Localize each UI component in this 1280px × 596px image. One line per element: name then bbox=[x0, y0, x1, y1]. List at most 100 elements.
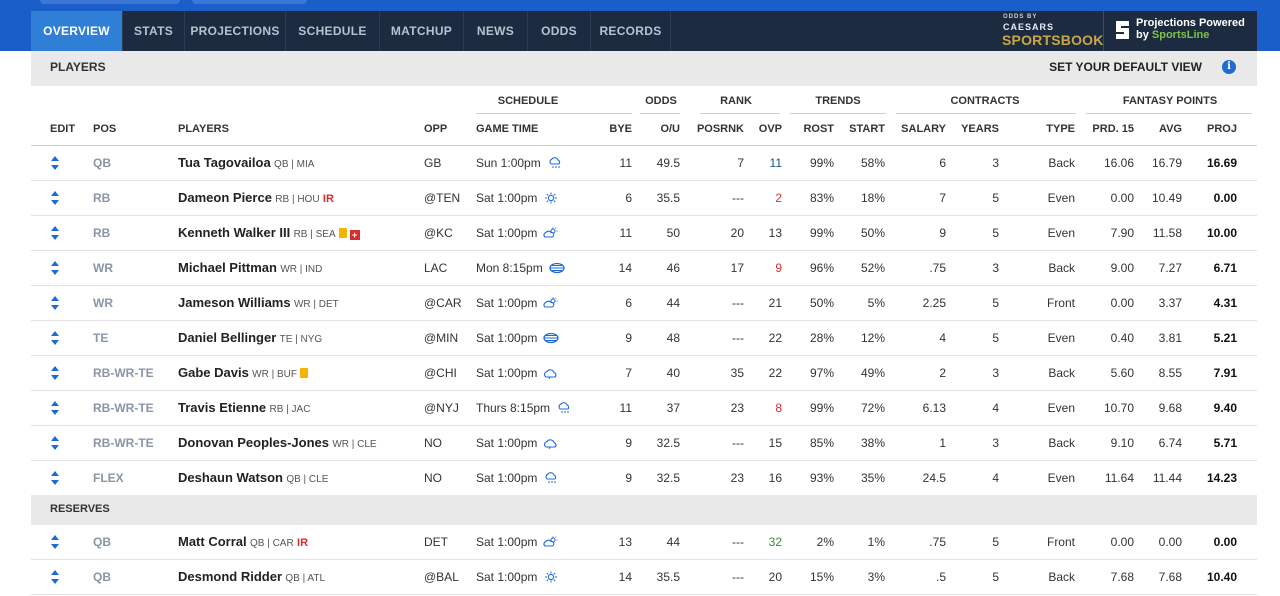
tab-matchup[interactable]: MATCHUP bbox=[380, 11, 464, 51]
sportsline-projections-badge[interactable]: Projections Powered by SportsLine bbox=[1103, 11, 1257, 51]
player-row[interactable]: TE Daniel Bellinger TE | NYG @MIN Sat 1:00p… bbox=[31, 321, 1257, 356]
news-note-icon[interactable] bbox=[338, 228, 347, 238]
player-bye: 9 bbox=[625, 331, 632, 345]
col-ou[interactable]: O/U bbox=[660, 123, 680, 135]
move-arrows-icon[interactable] bbox=[50, 534, 60, 550]
col-years[interactable]: YEARS bbox=[961, 123, 999, 135]
player-pos[interactable]: QB bbox=[93, 535, 111, 549]
cloud-icon[interactable] bbox=[537, 366, 559, 380]
player-name-link[interactable]: Donovan Peoples-Jones bbox=[178, 435, 329, 450]
tab-projections[interactable]: PROJECTIONS bbox=[185, 11, 286, 51]
move-arrows-icon[interactable] bbox=[50, 435, 60, 451]
player-name-link[interactable]: Travis Etienne bbox=[178, 400, 267, 415]
col-pos[interactable]: POS bbox=[93, 123, 117, 135]
player-posrnk: --- bbox=[732, 331, 744, 345]
sun-icon[interactable] bbox=[537, 191, 559, 205]
player-pos[interactable]: QB bbox=[93, 156, 111, 170]
col-ovp[interactable]: OVP bbox=[758, 123, 782, 135]
partly-cloudy-icon[interactable] bbox=[537, 296, 559, 310]
partly-cloudy-icon[interactable] bbox=[537, 226, 559, 240]
col-rost[interactable]: ROST bbox=[803, 123, 834, 135]
player-pos[interactable]: WR bbox=[93, 296, 113, 310]
cloud-icon[interactable] bbox=[537, 436, 559, 450]
partly-cloudy-icon[interactable] bbox=[537, 535, 559, 549]
rain-icon[interactable] bbox=[537, 471, 559, 485]
col-proj[interactable]: PROJ bbox=[1207, 123, 1237, 135]
col-players[interactable]: PLAYERS bbox=[178, 123, 229, 135]
player-name-link[interactable]: Daniel Bellinger bbox=[178, 330, 277, 345]
move-arrows-icon[interactable] bbox=[50, 295, 60, 311]
player-name-link[interactable]: Gabe Davis bbox=[178, 365, 249, 380]
move-arrows-icon[interactable] bbox=[50, 330, 60, 346]
col-start[interactable]: START bbox=[849, 123, 885, 135]
player-game-time-cell: Sat 1:00pm bbox=[476, 321, 560, 355]
dome-icon[interactable] bbox=[537, 331, 560, 345]
sun-icon[interactable] bbox=[537, 570, 559, 584]
player-pos[interactable]: FLEX bbox=[93, 471, 124, 485]
rain-icon[interactable] bbox=[541, 156, 563, 170]
col-bye[interactable]: BYE bbox=[609, 123, 632, 135]
player-pos[interactable]: WR bbox=[93, 261, 113, 275]
player-row[interactable]: RB Kenneth Walker III RB | SEA + @KC Sat 1:0… bbox=[31, 216, 1257, 251]
player-pos[interactable]: RB-WR-TE bbox=[93, 366, 154, 380]
tab-schedule[interactable]: SCHEDULE bbox=[286, 11, 380, 51]
player-bye: 6 bbox=[625, 296, 632, 310]
player-opp: @BAL bbox=[424, 570, 459, 584]
player-row[interactable]: WR Jameson Williams WR | DET @CAR Sat 1:00p… bbox=[31, 286, 1257, 321]
dome-icon[interactable] bbox=[543, 261, 565, 275]
move-arrows-icon[interactable] bbox=[50, 155, 60, 171]
player-row[interactable]: RB-WR-TE Gabe Davis WR | BUF @CHI Sat 1:00p… bbox=[31, 356, 1257, 391]
tab-odds[interactable]: ODDS bbox=[528, 11, 591, 51]
col-avg[interactable]: AVG bbox=[1158, 123, 1182, 135]
col-prd15[interactable]: PRD. 15 bbox=[1092, 123, 1134, 135]
col-salary[interactable]: SALARY bbox=[901, 123, 946, 135]
player-pos[interactable]: RB bbox=[93, 226, 111, 240]
player-name-link[interactable]: Dameon Pierce bbox=[178, 190, 272, 205]
caesars-sportsbook-logo[interactable]: ODDS BY CAESARS SPORTSBOOK bbox=[1001, 11, 1103, 51]
tab-overview[interactable]: OVERVIEW bbox=[31, 11, 123, 51]
player-name-link[interactable]: Matt Corral bbox=[178, 534, 247, 549]
player-name-link[interactable]: Deshaun Watson bbox=[178, 470, 283, 485]
player-pos[interactable]: RB-WR-TE bbox=[93, 436, 154, 450]
tab-records[interactable]: RECORDS bbox=[591, 11, 671, 51]
player-game-time: Sat 1:00pm bbox=[476, 226, 538, 240]
player-ou: 32.5 bbox=[656, 436, 680, 450]
move-arrows-icon[interactable] bbox=[50, 569, 60, 585]
player-name-link[interactable]: Desmond Ridder bbox=[178, 569, 283, 584]
player-row[interactable]: RB-WR-TE Travis Etienne RB | JAC @NYJ Thurs… bbox=[31, 391, 1257, 426]
move-arrows-icon[interactable] bbox=[50, 400, 60, 416]
player-name-link[interactable]: Michael Pittman bbox=[178, 260, 277, 275]
col-type[interactable]: TYPE bbox=[1046, 123, 1075, 135]
col-posrnk[interactable]: POSRNK bbox=[696, 123, 744, 135]
rain-icon[interactable] bbox=[550, 401, 572, 415]
move-arrows-icon[interactable] bbox=[50, 190, 60, 206]
col-game-time[interactable]: GAME TIME bbox=[476, 123, 539, 135]
player-opp: DET bbox=[424, 535, 448, 549]
player-pos[interactable]: RB bbox=[93, 191, 111, 205]
player-row[interactable]: QB Tua Tagovailoa QB | MIA GB Sun 1:00pm 11 4… bbox=[31, 146, 1257, 181]
player-name-link[interactable]: Tua Tagovailoa bbox=[178, 155, 271, 170]
player-pos[interactable]: TE bbox=[93, 331, 109, 345]
player-row[interactable]: QB Matt Corral QB | CAR IR DET Sat 1:00pm 13… bbox=[31, 525, 1257, 560]
player-pos[interactable]: QB bbox=[93, 570, 111, 584]
injury-icon[interactable]: + bbox=[349, 230, 360, 240]
move-arrows-icon[interactable] bbox=[50, 225, 60, 241]
player-name-link[interactable]: Kenneth Walker III bbox=[178, 225, 291, 240]
player-row[interactable]: RB Dameon Pierce RB | HOU IR @TEN Sat 1:00p… bbox=[31, 181, 1257, 216]
player-row[interactable]: RB-WR-TE Donovan Peoples-Jones WR | CLE NO… bbox=[31, 426, 1257, 461]
player-pos[interactable]: RB-WR-TE bbox=[93, 401, 154, 415]
tab-news[interactable]: NEWS bbox=[464, 11, 528, 51]
move-arrows-icon[interactable] bbox=[50, 365, 60, 381]
player-row[interactable]: QB Desmond Ridder QB | ATL @BAL Sat 1:00pm 1… bbox=[31, 560, 1257, 595]
info-icon[interactable]: i bbox=[1222, 60, 1236, 74]
player-row[interactable]: WR Michael Pittman WR | IND LAC Mon 8:15pm 1… bbox=[31, 251, 1257, 286]
move-arrows-icon[interactable] bbox=[50, 260, 60, 276]
news-note-icon[interactable] bbox=[300, 368, 308, 378]
tab-stats[interactable]: STATS bbox=[123, 11, 185, 51]
col-opp[interactable]: OPP bbox=[424, 123, 448, 135]
player-proj: 9.40 bbox=[1213, 401, 1237, 415]
player-name-link[interactable]: Jameson Williams bbox=[178, 295, 291, 310]
set-default-view-link[interactable]: SET YOUR DEFAULT VIEW bbox=[1049, 60, 1202, 74]
player-row[interactable]: FLEX Deshaun Watson QB | CLE NO Sat 1:00pm 9… bbox=[31, 461, 1257, 496]
move-arrows-icon[interactable] bbox=[50, 470, 60, 486]
